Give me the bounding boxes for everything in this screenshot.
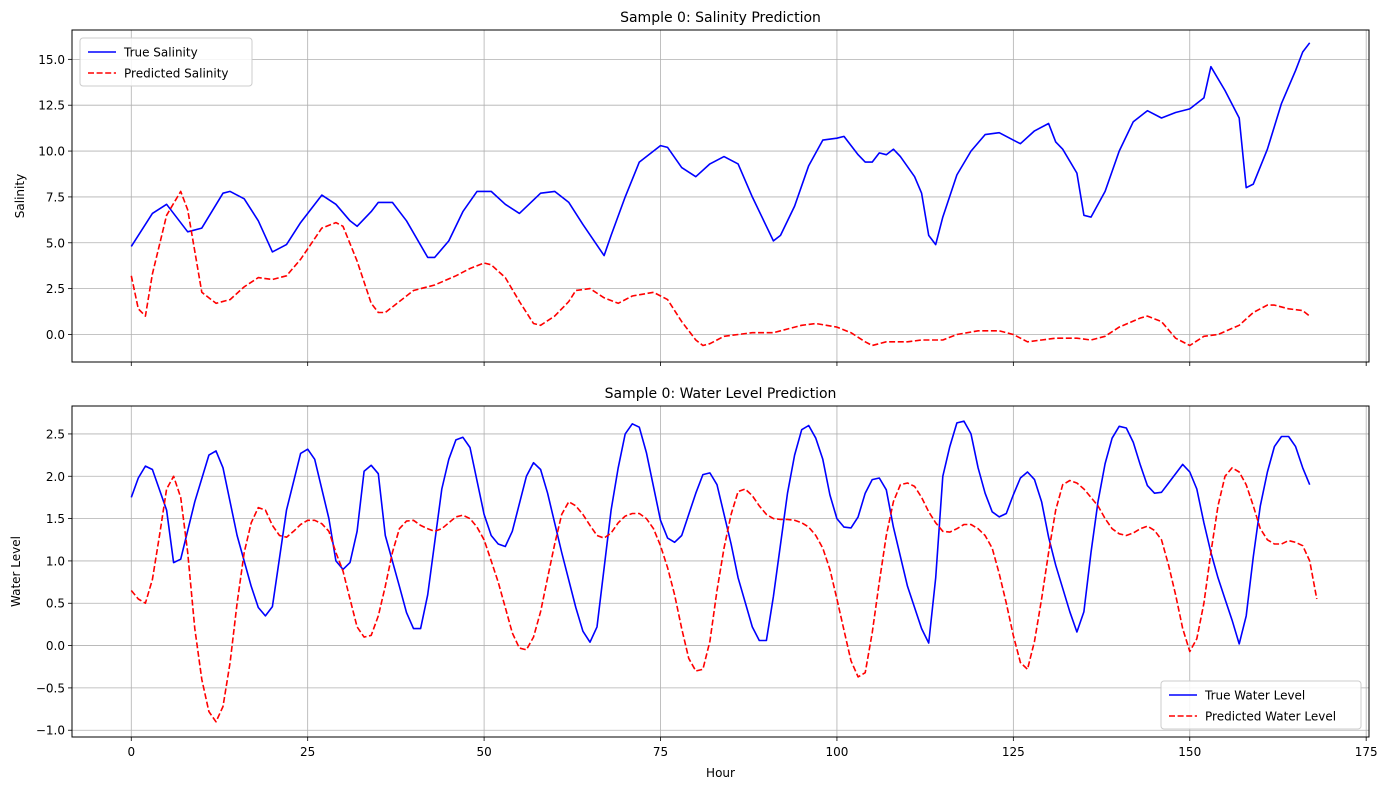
water-level-x-tick-label: 75 [653, 745, 668, 759]
water-level-series-predicted-line [130, 467, 1318, 723]
water-level-y-tick-label: 0.0 [46, 639, 65, 653]
salinity-y-tick-label: 0.0 [46, 328, 65, 342]
salinity-legend-label: Predicted Salinity [124, 67, 229, 81]
water-level-x-tick-label: 25 [300, 745, 315, 759]
water-level-x-ticks: 0 25 50 75 100 125 150 175 [127, 737, 1378, 759]
salinity-y-ticks: 0.0 2.5 5.0 7.5 10.0 12.5 15.0 [38, 53, 72, 342]
water-level-chart-title: Sample 0: Water Level Prediction [605, 386, 837, 402]
water-level-x-axis-label: Hour [706, 766, 735, 780]
water-level-legend-box [1160, 680, 1362, 730]
salinity-y-axis-label: Salinity [13, 174, 27, 218]
water-level-x-tick-label: 175 [1355, 745, 1378, 759]
salinity-y-tick-label: 7.5 [46, 190, 65, 204]
water-level-y-tick-label: −0.5 [36, 681, 65, 695]
water-level-x-tick-label: 125 [1002, 745, 1025, 759]
water-level-y-tick-label: 1.5 [46, 512, 65, 526]
salinity-y-tick-label: 5.0 [46, 236, 65, 250]
water-level-y-tick-label: 2.5 [46, 427, 65, 441]
water-level-x-tick-label: 50 [476, 745, 491, 759]
salinity-grid [72, 30, 1369, 362]
water-level-grid [72, 406, 1369, 737]
water-level-x-tick-label: 0 [127, 745, 135, 759]
water-level-plot-frame [71, 405, 1370, 738]
water-level-y-tick-label: 2.0 [46, 470, 65, 484]
water-level-y-axis-label: Water Level [9, 536, 23, 607]
salinity-y-tick-label: 2.5 [46, 282, 65, 296]
water-level-y-tick-label: 0.5 [46, 597, 65, 611]
water-level-legend-label: True Water Level [1204, 689, 1305, 703]
water-level-y-tick-label: −1.0 [36, 724, 65, 738]
salinity-series [130, 42, 1311, 347]
salinity-y-tick-label: 12.5 [38, 99, 65, 113]
water-level-y-ticks: −1.0 −0.5 0.0 0.5 1.0 1.5 2.0 2.5 [36, 427, 72, 738]
salinity-legend-label: True Salinity [123, 46, 198, 60]
salinity-y-tick-label: 10.0 [38, 145, 65, 159]
salinity-plot-frame [71, 29, 1370, 363]
salinity-x-ticks [130, 362, 1367, 366]
salinity-legend: True Salinity Predicted Salinity [79, 37, 253, 87]
salinity-chart-title: Sample 0: Salinity Prediction [620, 10, 821, 26]
water-level-legend: True Water Level Predicted Water Level [1160, 680, 1362, 730]
salinity-series-true-line [130, 42, 1311, 259]
water-level-legend-label: Predicted Water Level [1205, 710, 1336, 724]
salinity-legend-box [79, 37, 253, 87]
salinity-chart: 0.0 2.5 5.0 7.5 10.0 12.5 15.0 Sample 0: Salin… [13, 10, 1370, 366]
water-level-chart: 0 25 50 75 100 125 150 175 −1.0 −0.5 0.0 0.5 1.0 1.5… [9, 386, 1378, 780]
water-level-x-tick-label: 150 [1178, 745, 1201, 759]
salinity-y-tick-label: 15.0 [38, 53, 65, 67]
water-level-series [130, 420, 1318, 723]
water-level-y-tick-label: 1.0 [46, 554, 65, 568]
salinity-series-predicted-line [130, 190, 1311, 347]
water-level-series-true-line [130, 420, 1311, 645]
water-level-x-tick-label: 100 [825, 745, 848, 759]
